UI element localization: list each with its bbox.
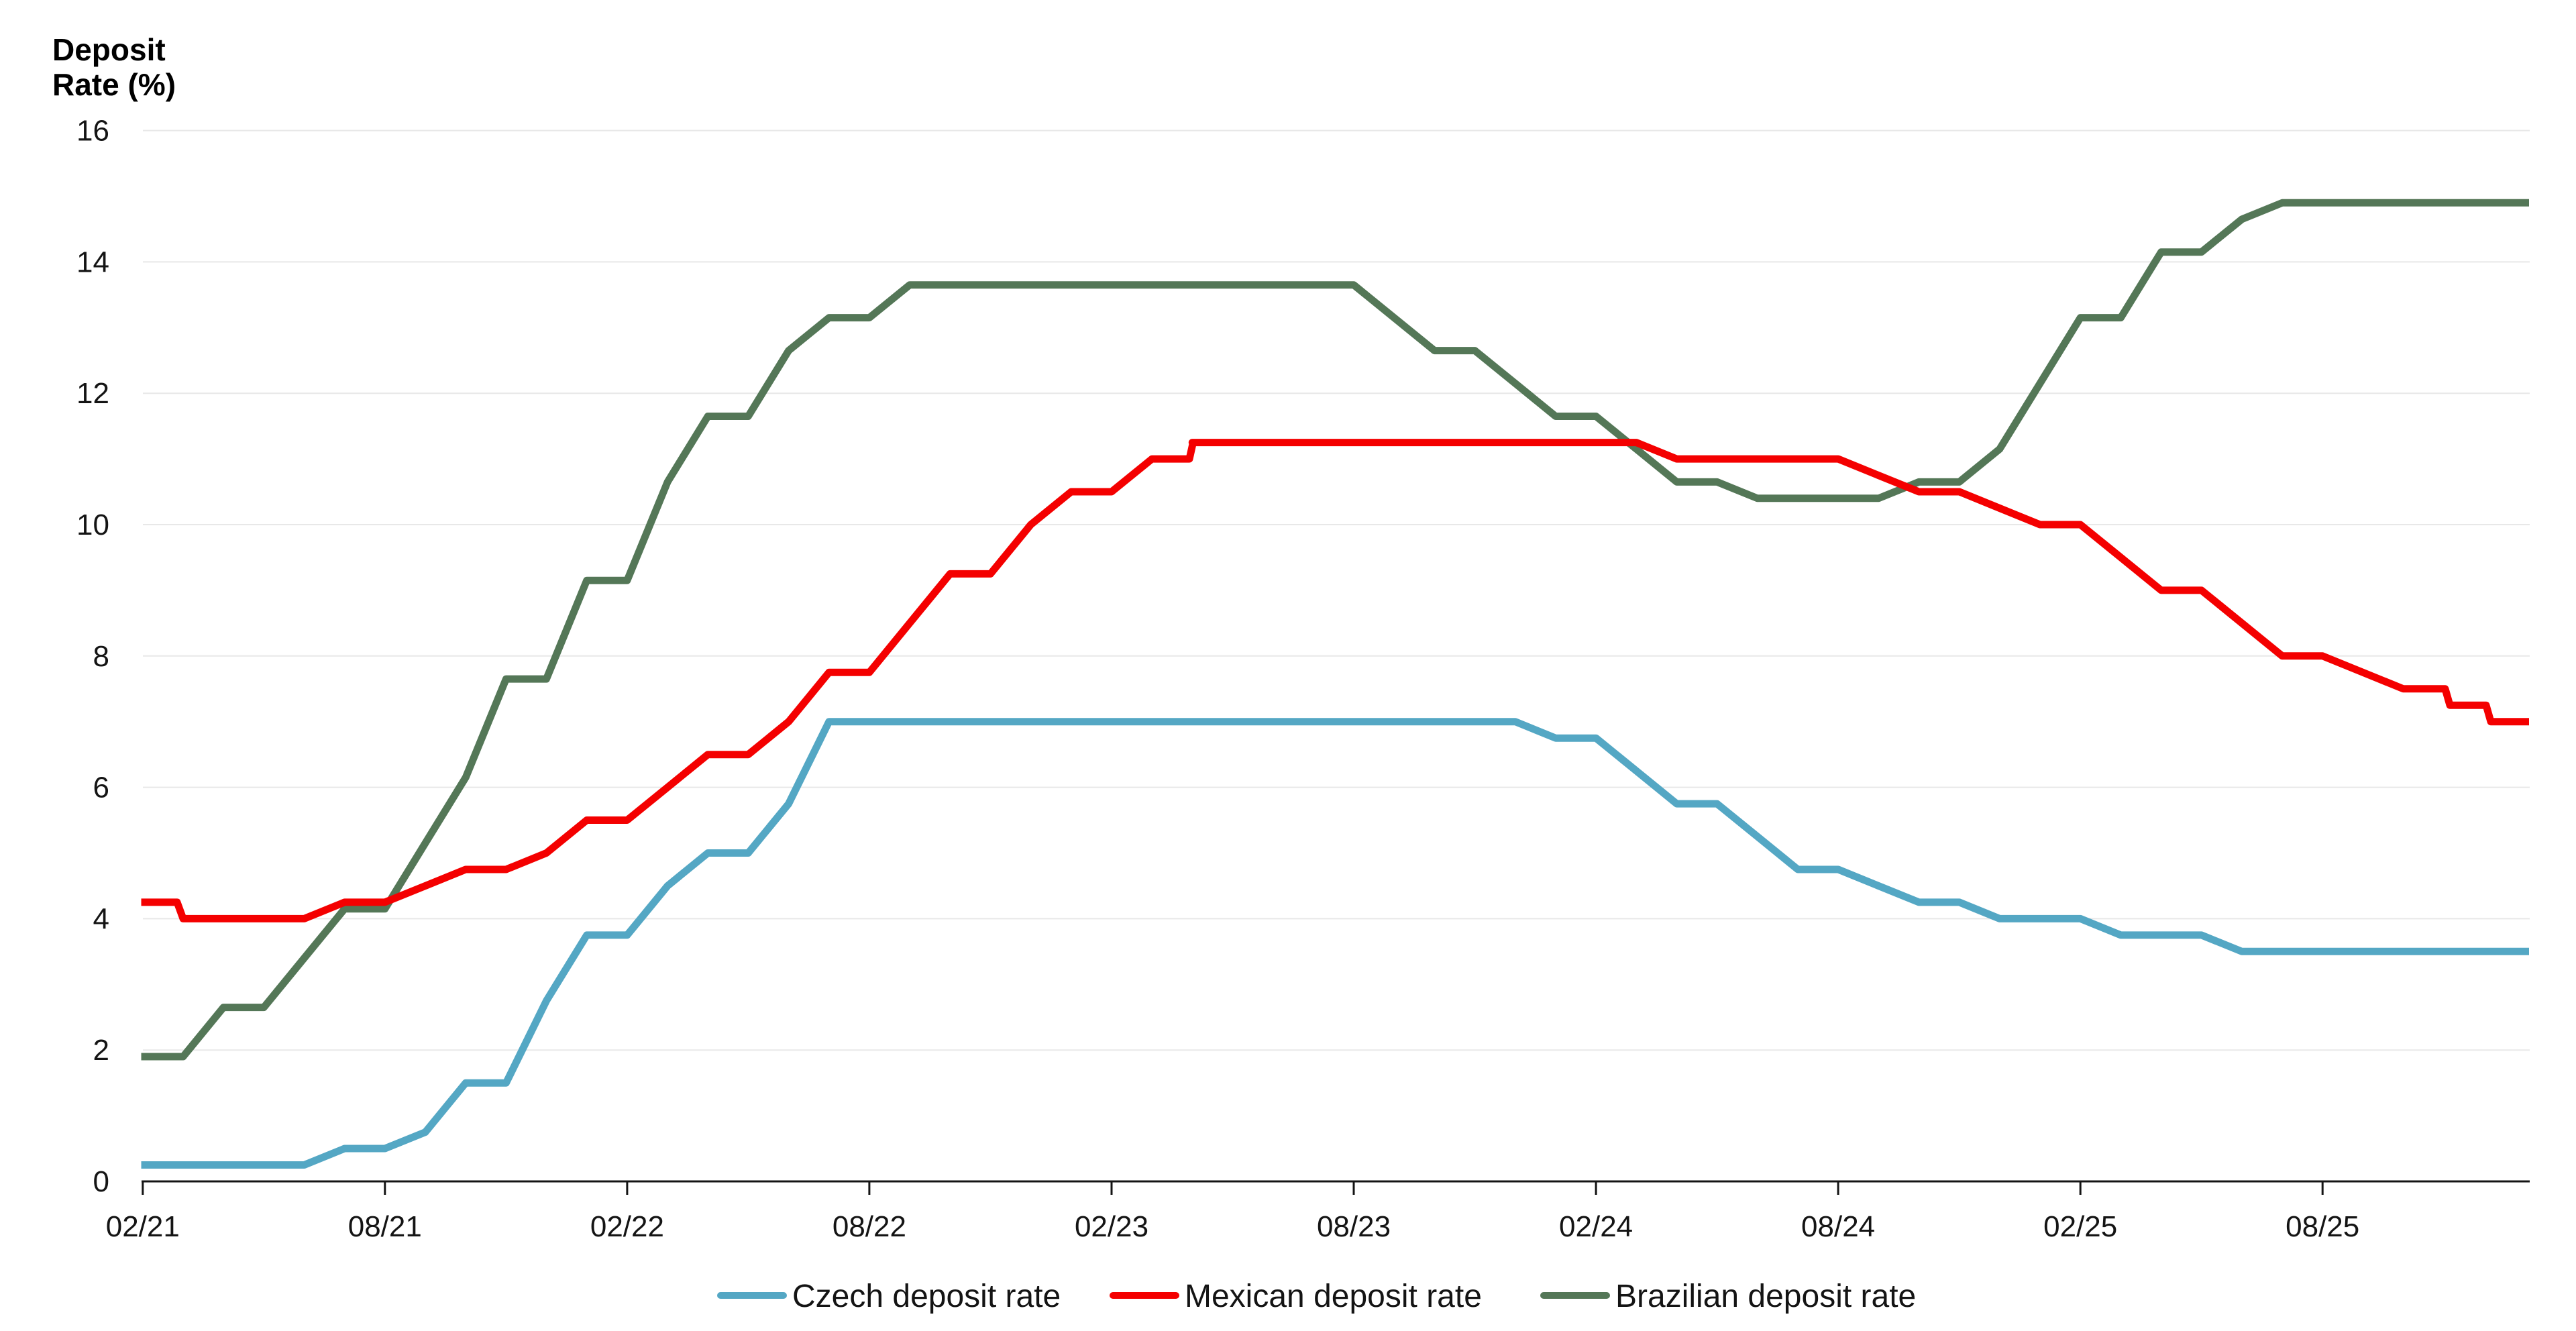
svg-text:02/23: 02/23 — [1075, 1210, 1148, 1243]
svg-text:Czech deposit rate: Czech deposit rate — [792, 1279, 1061, 1314]
svg-text:2: 2 — [93, 1034, 109, 1067]
svg-text:08/23: 08/23 — [1317, 1210, 1391, 1243]
svg-text:16: 16 — [76, 115, 109, 148]
svg-text:14: 14 — [76, 246, 109, 278]
svg-text:Rate (%): Rate (%) — [52, 67, 176, 102]
svg-text:02/21: 02/21 — [106, 1210, 180, 1243]
svg-text:02/24: 02/24 — [1559, 1210, 1633, 1243]
svg-text:02/25: 02/25 — [2043, 1210, 2117, 1243]
svg-text:08/22: 08/22 — [833, 1210, 906, 1243]
svg-text:10: 10 — [76, 509, 109, 541]
svg-text:12: 12 — [76, 377, 109, 410]
svg-text:8: 8 — [93, 640, 109, 673]
svg-text:6: 6 — [93, 771, 109, 804]
svg-text:08/21: 08/21 — [348, 1210, 422, 1243]
svg-text:02/22: 02/22 — [590, 1210, 664, 1243]
svg-text:Mexican deposit rate: Mexican deposit rate — [1185, 1279, 1482, 1314]
svg-text:0: 0 — [93, 1165, 109, 1198]
svg-text:08/25: 08/25 — [2286, 1210, 2359, 1243]
svg-text:Deposit: Deposit — [52, 32, 166, 67]
svg-text:08/24: 08/24 — [1801, 1210, 1875, 1243]
svg-text:Brazilian deposit rate: Brazilian deposit rate — [1615, 1279, 1916, 1314]
svg-text:4: 4 — [93, 902, 109, 935]
